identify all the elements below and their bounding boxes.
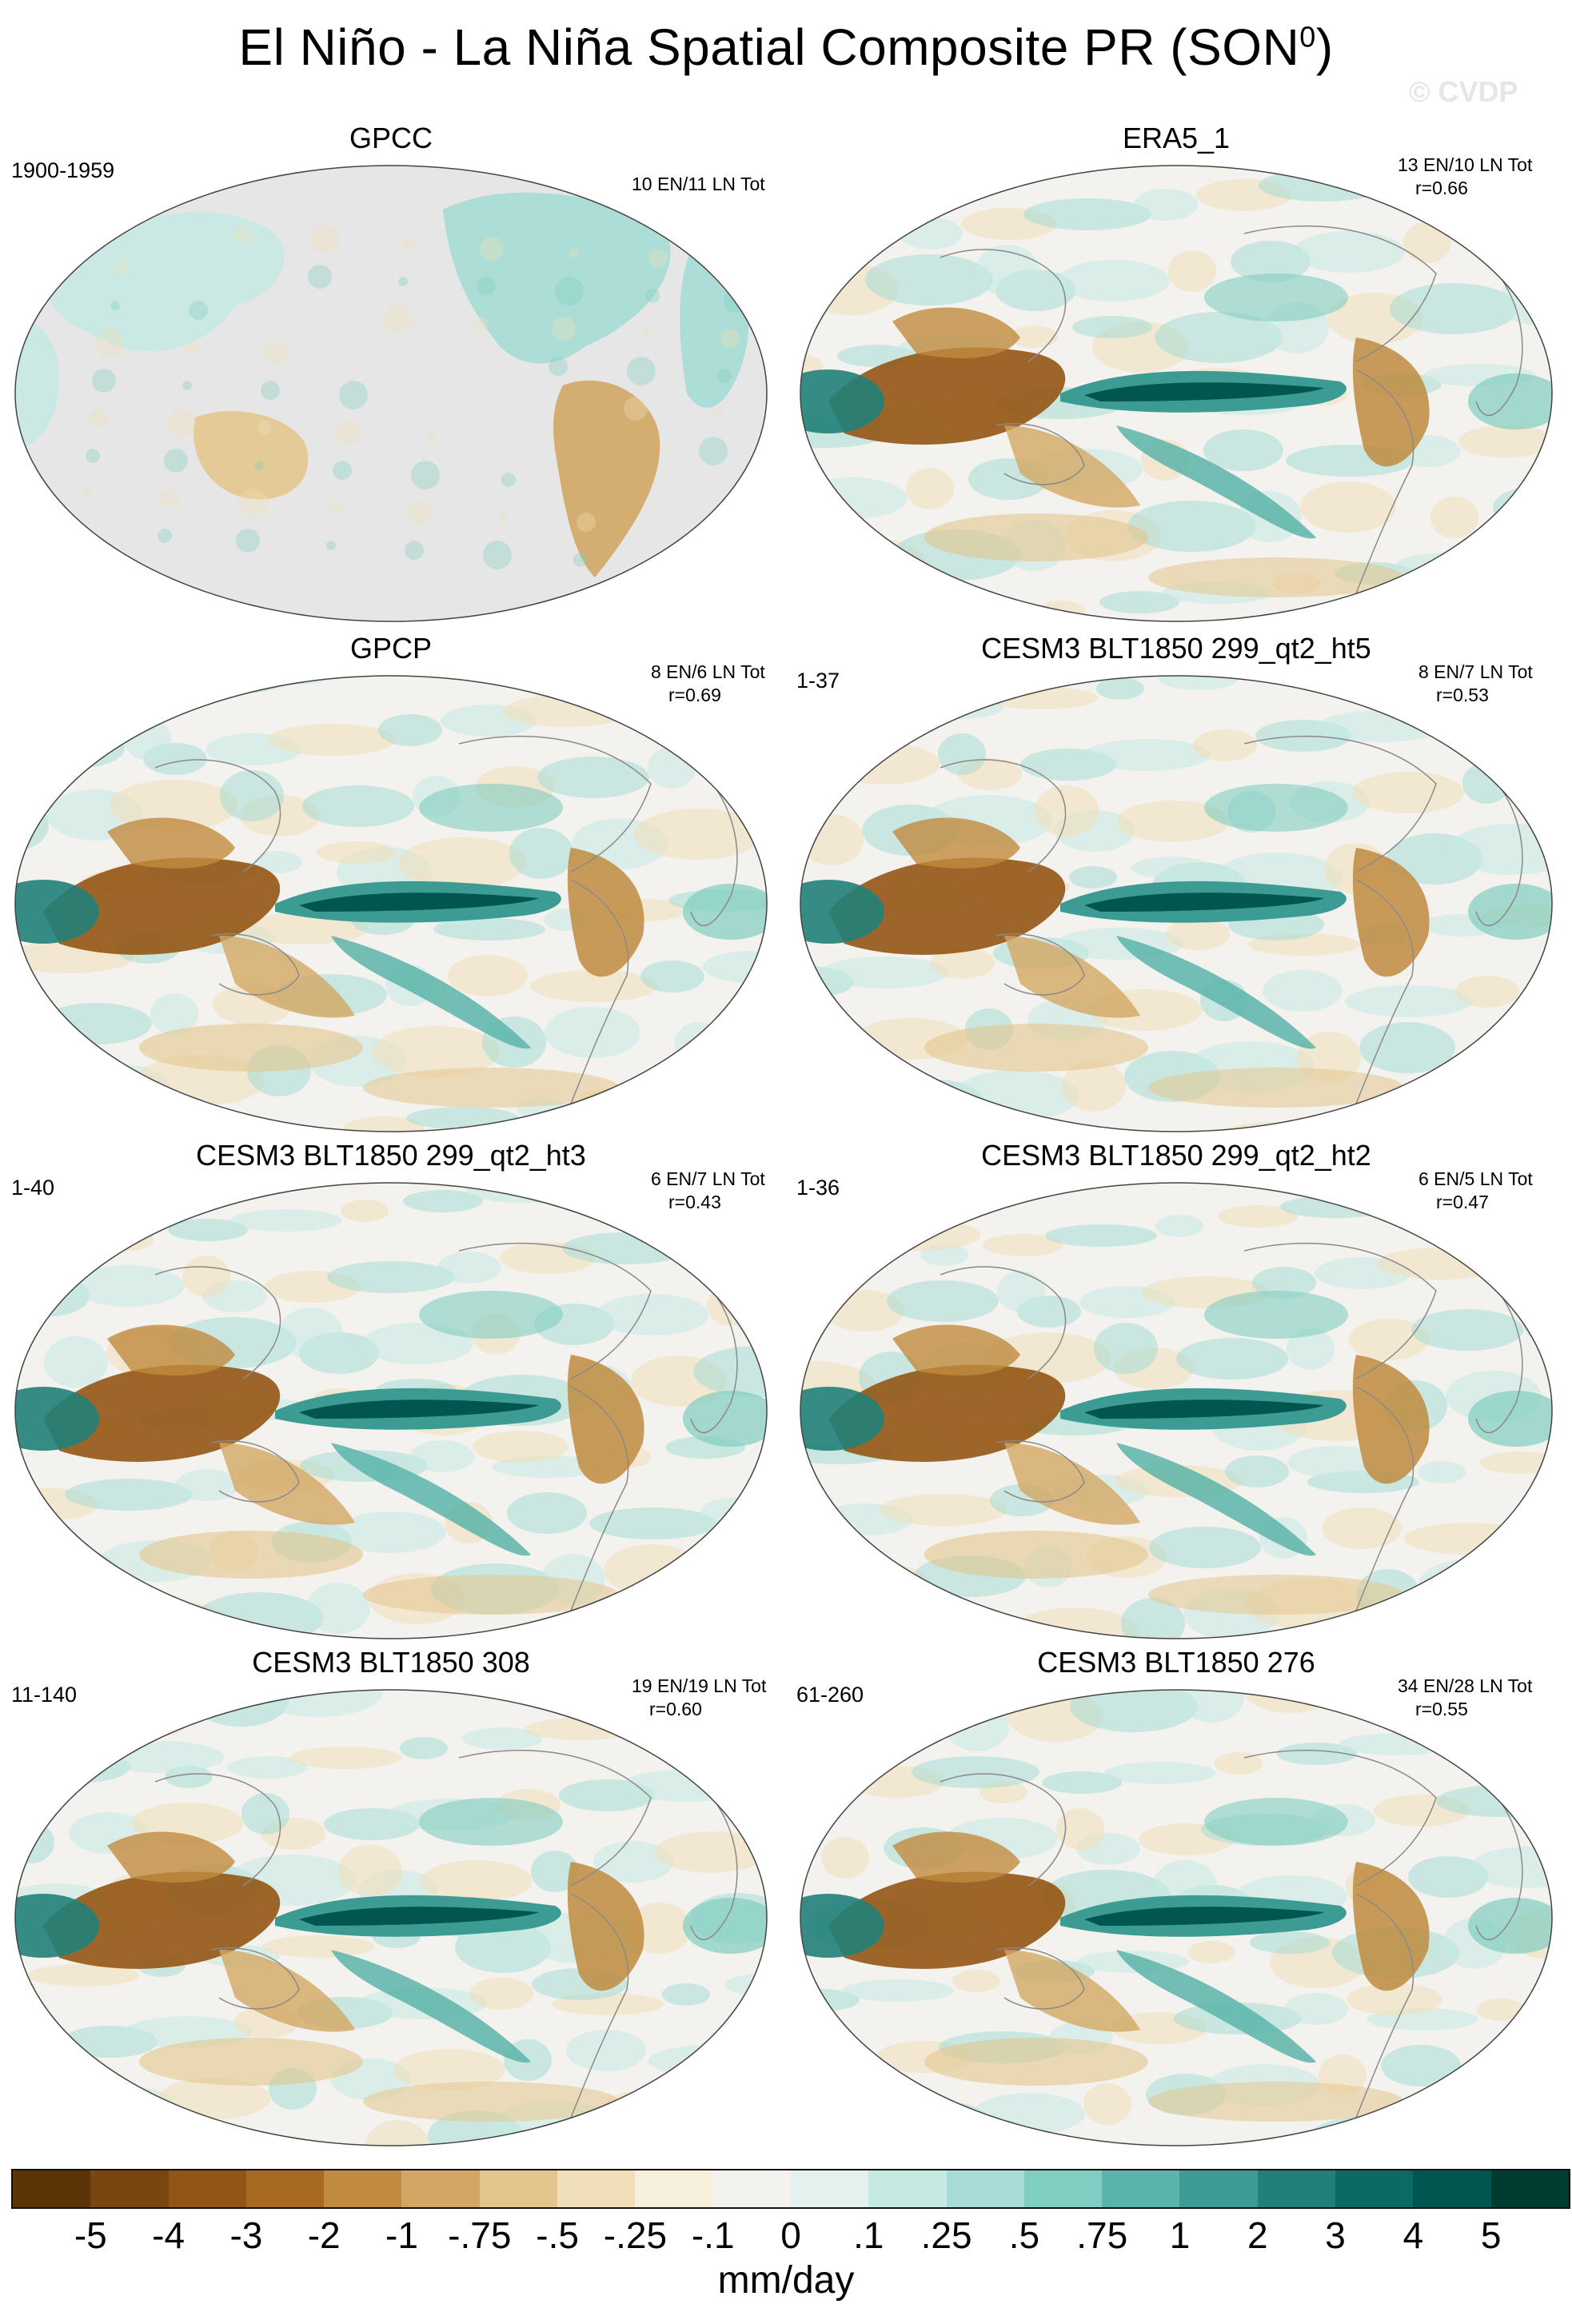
map-panel-308: CESM3 BLT1850 308 11-140 19 EN/19 LN Tot…	[11, 1646, 771, 2150]
panel-title: GPCC	[349, 122, 433, 154]
colorbar-tick-labels: -5 -4 -3 -2 -1 -.75 -.5 -.25 -.1 0 .1 .25 .5 .75 1 2 3 4 5	[0, 2214, 1572, 2262]
colorbar-swatch	[1102, 2170, 1180, 2207]
map-canvas	[14, 1689, 768, 2146]
panel-title: GPCP	[349, 632, 433, 665]
colorbar-tick-label: -.5	[536, 2214, 579, 2256]
colorbar-swatch	[479, 2170, 558, 2207]
colorbar-tick-label: 2	[1247, 2214, 1268, 2256]
colorbar	[11, 2169, 1570, 2209]
map-panel-gpcp: GPCP 8 EN/6 LN Tot r=0.69	[11, 632, 771, 1136]
colorbar-swatch	[868, 2170, 947, 2207]
colorbar-swatch	[401, 2170, 480, 2207]
colorbar-tick-label: 5	[1480, 2214, 1502, 2256]
colorbar-tick-label: .75	[1076, 2214, 1128, 2256]
colorbar-swatch	[1490, 2170, 1569, 2207]
colorbar-tick-label: -5	[74, 2214, 107, 2256]
panel-stats: 8 EN/7 LN Tot r=0.53	[1418, 661, 1533, 705]
watermark: © CVDP	[1409, 75, 1518, 108]
map-canvas	[800, 1182, 1553, 1639]
colorbar-tick-label: -4	[152, 2214, 186, 2256]
panel-years: 61-260	[796, 1683, 864, 1707]
colorbar-swatch	[90, 2170, 169, 2207]
colorbar-tick-label: 4	[1402, 2214, 1424, 2256]
colorbar-tick-label: 1	[1169, 2214, 1191, 2256]
panel-years: 11-140	[11, 1683, 78, 1707]
panel-title: ERA5_1	[1122, 122, 1231, 154]
map-canvas	[14, 165, 768, 622]
colorbar-swatch	[1413, 2170, 1491, 2207]
panel-title: CESM3 BLT1850 299_qt2_ht2	[981, 1139, 1371, 1172]
panel-years: 1-37	[796, 669, 840, 693]
colorbar-swatch	[712, 2170, 791, 2207]
panel-title: CESM3 BLT1850 276	[1037, 1646, 1315, 1679]
colorbar-swatch	[635, 2170, 713, 2207]
map-panel-ht2: CESM3 BLT1850 299_qt2_ht2 1-36 6 EN/5 LN…	[796, 1139, 1556, 1643]
panel-stats: 8 EN/6 LN Tot r=0.69	[651, 661, 765, 705]
colorbar-swatch	[168, 2170, 246, 2207]
colorbar-tick-label: -.1	[691, 2214, 735, 2256]
colorbar-swatch	[324, 2170, 402, 2207]
colorbar-swatch	[790, 2170, 869, 2207]
figure-title: El Niño - La Niña Spatial Composite PR (…	[238, 18, 1334, 76]
panel-stats: 6 EN/5 LN Tot r=0.47	[1418, 1168, 1533, 1212]
colorbar-tick-label: .5	[1008, 2214, 1040, 2256]
colorbar-swatch	[245, 2170, 325, 2207]
colorbar-swatch	[1257, 2170, 1336, 2207]
map-canvas	[14, 1182, 768, 1639]
map-panel-276: CESM3 BLT1850 276 61-260 34 EN/28 LN Tot…	[796, 1646, 1556, 2150]
panel-stats: 19 EN/19 LN Tot r=0.60	[632, 1675, 767, 1719]
colorbar-swatch	[13, 2170, 91, 2207]
panel-title: CESM3 BLT1850 299_qt2_ht5	[981, 632, 1371, 665]
panel-title: CESM3 BLT1850 299_qt2_ht3	[196, 1139, 586, 1172]
map-panel-gpcc: GPCC 1900-1959 10 EN/11 LN Tot	[11, 122, 771, 625]
panel-years: 1-36	[796, 1176, 840, 1200]
map-canvas	[800, 165, 1553, 622]
map-canvas	[14, 675, 768, 1132]
panel-stats: 10 EN/11 LN Tot	[632, 174, 765, 194]
colorbar-units: mm/day	[717, 2259, 855, 2302]
map-panel-ht3: CESM3 BLT1850 299_qt2_ht3 1-40 6 EN/7 LN…	[11, 1139, 771, 1643]
colorbar-swatch	[1335, 2170, 1414, 2207]
panel-stats: 34 EN/28 LN Tot r=0.55	[1398, 1675, 1533, 1719]
map-panel-ht5: CESM3 BLT1850 299_qt2_ht5 1-37 8 EN/7 LN…	[796, 632, 1556, 1136]
panel-years: 1-40	[11, 1176, 55, 1200]
map-panel-era5: ERA5_1 13 EN/10 LN Tot r=0.66	[796, 122, 1556, 625]
colorbar-swatch	[1179, 2170, 1258, 2207]
map-canvas	[800, 1689, 1553, 2146]
colorbar-swatch	[946, 2170, 1024, 2207]
panel-years: 1900-1959	[11, 158, 115, 182]
colorbar-tick-label: 0	[780, 2214, 801, 2256]
colorbar-tick-label: -2	[307, 2214, 341, 2256]
panel-stats: 6 EN/7 LN Tot r=0.43	[651, 1168, 765, 1212]
colorbar-swatch	[1023, 2170, 1103, 2207]
colorbar-tick-label: -3	[229, 2214, 263, 2256]
colorbar-tick-label: .25	[920, 2214, 972, 2256]
colorbar-tick-label: 3	[1325, 2214, 1346, 2256]
panel-title: CESM3 BLT1850 308	[252, 1646, 530, 1679]
panel-stats: 13 EN/10 LN Tot r=0.66	[1398, 154, 1533, 198]
colorbar-tick-label: -.75	[448, 2214, 512, 2256]
colorbar-tick-label: .1	[853, 2214, 884, 2256]
colorbar-tick-label: -.25	[603, 2214, 668, 2256]
colorbar-tick-label: -1	[385, 2214, 418, 2256]
map-canvas	[800, 675, 1553, 1132]
colorbar-swatch	[557, 2170, 636, 2207]
